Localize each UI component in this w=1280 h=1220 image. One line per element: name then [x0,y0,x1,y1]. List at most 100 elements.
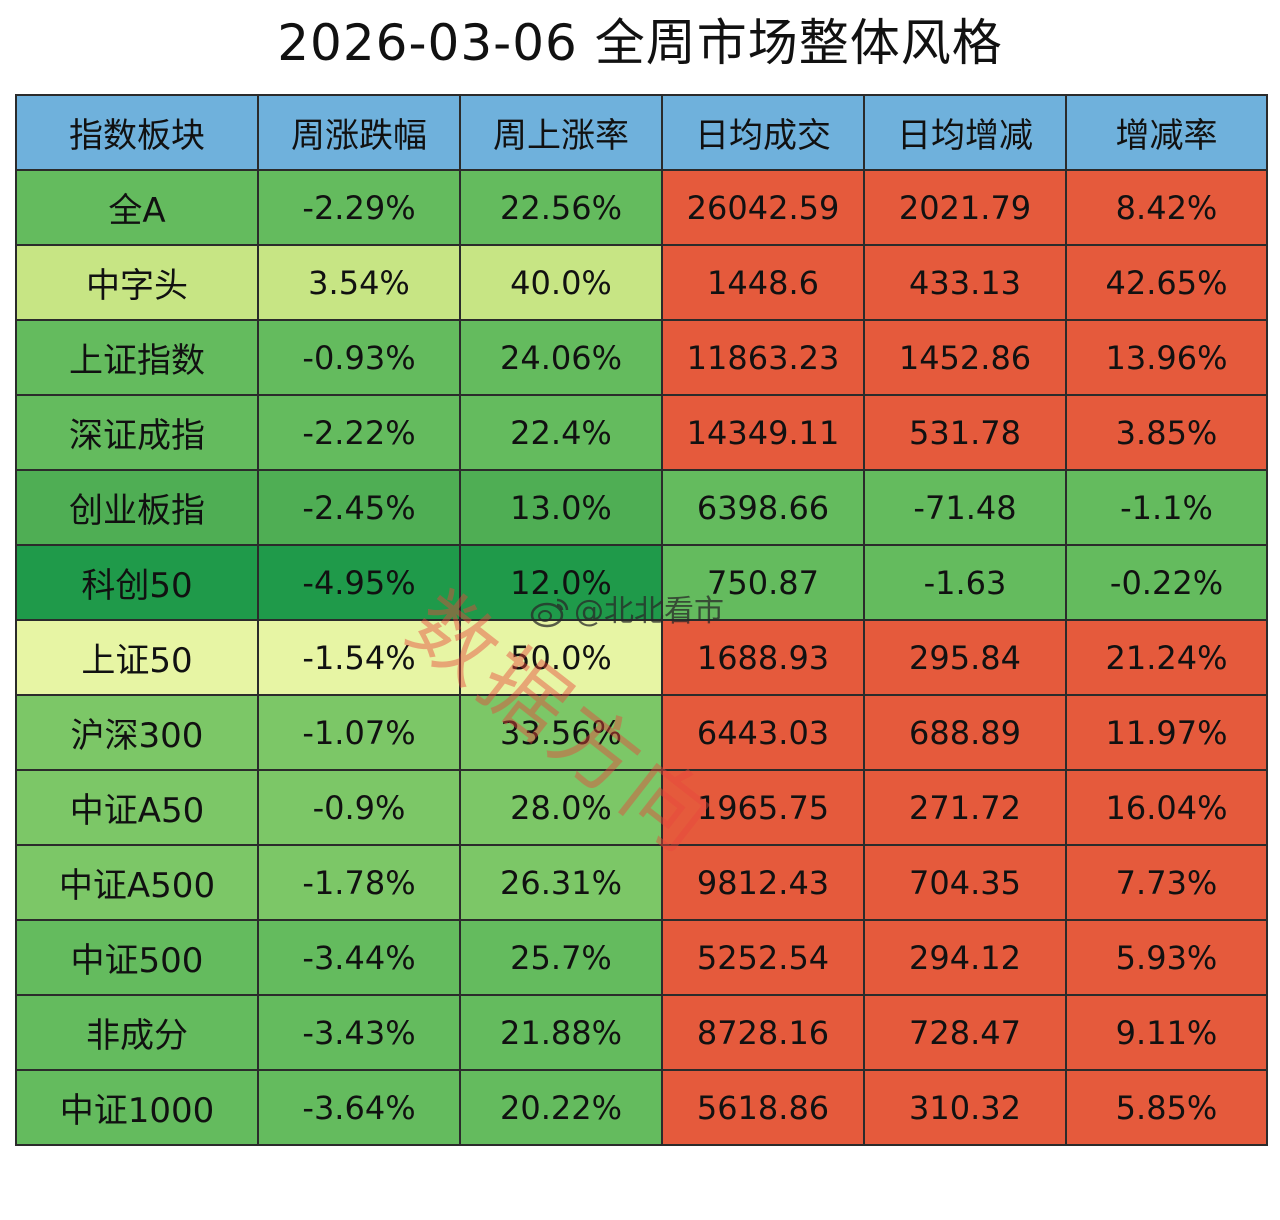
table-row: 科创50 -4.95% 12.0% 750.87 -1.63 -0.22% [15,544,1268,621]
table-row: 非成分 -3.43% 21.88% 8728.16 728.47 9.11% [15,994,1268,1071]
market-style-table: 指数板块 周涨跌幅 周上涨率 日均成交 日均增减 增减率 全A -2.29% 22.… [15,94,1268,1146]
cell-daily-avg-change: 2021.79 [863,169,1067,246]
cell-daily-avg-change: -71.48 [863,469,1067,546]
cell-weekly-rise-rate: 13.0% [459,469,663,546]
cell-weekly-rise-rate: 40.0% [459,244,663,321]
cell-change-rate: 7.73% [1065,844,1268,921]
cell-daily-avg-volume: 14349.11 [661,394,865,471]
cell-change-rate: 11.97% [1065,694,1268,771]
cell-daily-avg-change: 1452.86 [863,319,1067,396]
cell-weekly-change: -2.22% [257,394,461,471]
cell-index-sector: 中证500 [15,919,259,996]
cell-weekly-rise-rate: 25.7% [459,919,663,996]
cell-change-rate: 13.96% [1065,319,1268,396]
cell-index-sector: 沪深300 [15,694,259,771]
cell-daily-avg-volume: 1688.93 [661,619,865,696]
cell-weekly-rise-rate: 28.0% [459,769,663,846]
table-body: 全A -2.29% 22.56% 26042.59 2021.79 8.42% 中字头 3.5… [15,169,1268,1146]
cell-change-rate: -1.1% [1065,469,1268,546]
cell-weekly-change: -2.45% [257,469,461,546]
cell-daily-avg-volume: 5618.86 [661,1069,865,1146]
cell-index-sector: 上证指数 [15,319,259,396]
cell-index-sector: 科创50 [15,544,259,621]
cell-weekly-rise-rate: 22.56% [459,169,663,246]
cell-weekly-rise-rate: 26.31% [459,844,663,921]
cell-change-rate: 9.11% [1065,994,1268,1071]
market-style-table-wrap: 指数板块 周涨跌幅 周上涨率 日均成交 日均增减 增减率 全A -2.29% 22.… [15,94,1268,1153]
column-header-daily-avg-change: 日均增减 [863,94,1067,171]
cell-change-rate: -0.22% [1065,544,1268,621]
cell-index-sector: 非成分 [15,994,259,1071]
cell-weekly-change: 3.54% [257,244,461,321]
cell-daily-avg-change: 688.89 [863,694,1067,771]
table-row: 全A -2.29% 22.56% 26042.59 2021.79 8.42% [15,169,1268,246]
cell-index-sector: 全A [15,169,259,246]
table-header-row: 指数板块 周涨跌幅 周上涨率 日均成交 日均增减 增减率 [15,94,1268,171]
cell-daily-avg-change: -1.63 [863,544,1067,621]
cell-daily-avg-change: 294.12 [863,919,1067,996]
table-row: 中证A500 -1.78% 26.31% 9812.43 704.35 7.73% [15,844,1268,921]
cell-index-sector: 深证成指 [15,394,259,471]
cell-change-rate: 21.24% [1065,619,1268,696]
cell-weekly-change: -3.64% [257,1069,461,1146]
cell-daily-avg-change: 728.47 [863,994,1067,1071]
column-header-weekly-rise-rate: 周上涨率 [459,94,663,171]
cell-weekly-change: -2.29% [257,169,461,246]
cell-index-sector: 创业板指 [15,469,259,546]
cell-daily-avg-volume: 6443.03 [661,694,865,771]
cell-daily-avg-change: 295.84 [863,619,1067,696]
cell-daily-avg-volume: 750.87 [661,544,865,621]
cell-weekly-change: -0.9% [257,769,461,846]
cell-index-sector: 中字头 [15,244,259,321]
cell-weekly-change: -3.43% [257,994,461,1071]
cell-weekly-rise-rate: 20.22% [459,1069,663,1146]
table-row: 中证500 -3.44% 25.7% 5252.54 294.12 5.93% [15,919,1268,996]
cell-daily-avg-volume: 9812.43 [661,844,865,921]
cell-daily-avg-change: 310.32 [863,1069,1067,1146]
cell-change-rate: 5.85% [1065,1069,1268,1146]
column-header-index-sector: 指数板块 [15,94,259,171]
cell-weekly-rise-rate: 50.0% [459,619,663,696]
table-row: 中证A50 -0.9% 28.0% 1965.75 271.72 16.04% [15,769,1268,846]
table-row: 上证指数 -0.93% 24.06% 11863.23 1452.86 13.96% [15,319,1268,396]
cell-weekly-rise-rate: 24.06% [459,319,663,396]
cell-daily-avg-volume: 1965.75 [661,769,865,846]
cell-weekly-rise-rate: 33.56% [459,694,663,771]
table-row: 深证成指 -2.22% 22.4% 14349.11 531.78 3.85% [15,394,1268,471]
page-title: 2026-03-06 全周市场整体风格 [277,14,1003,72]
table-row: 中证1000 -3.64% 20.22% 5618.86 310.32 5.85% [15,1069,1268,1146]
table-row: 创业板指 -2.45% 13.0% 6398.66 -71.48 -1.1% [15,469,1268,546]
cell-change-rate: 3.85% [1065,394,1268,471]
cell-weekly-change: -3.44% [257,919,461,996]
cell-weekly-rise-rate: 22.4% [459,394,663,471]
cell-daily-avg-volume: 6398.66 [661,469,865,546]
cell-change-rate: 5.93% [1065,919,1268,996]
table-row: 沪深300 -1.07% 33.56% 6443.03 688.89 11.97% [15,694,1268,771]
column-header-daily-avg-volume: 日均成交 [661,94,865,171]
cell-weekly-change: -1.54% [257,619,461,696]
cell-daily-avg-change: 433.13 [863,244,1067,321]
table-row: 中字头 3.54% 40.0% 1448.6 433.13 42.65% [15,244,1268,321]
cell-daily-avg-volume: 8728.16 [661,994,865,1071]
cell-index-sector: 中证A500 [15,844,259,921]
cell-index-sector: 上证50 [15,619,259,696]
cell-weekly-rise-rate: 21.88% [459,994,663,1071]
column-header-weekly-change: 周涨跌幅 [257,94,461,171]
cell-daily-avg-volume: 5252.54 [661,919,865,996]
cell-weekly-change: -1.78% [257,844,461,921]
cell-daily-avg-change: 271.72 [863,769,1067,846]
cell-daily-avg-volume: 1448.6 [661,244,865,321]
cell-change-rate: 42.65% [1065,244,1268,321]
cell-daily-avg-volume: 11863.23 [661,319,865,396]
cell-daily-avg-volume: 26042.59 [661,169,865,246]
cell-index-sector: 中证A50 [15,769,259,846]
cell-daily-avg-change: 704.35 [863,844,1067,921]
cell-weekly-rise-rate: 12.0% [459,544,663,621]
cell-weekly-change: -1.07% [257,694,461,771]
cell-daily-avg-change: 531.78 [863,394,1067,471]
column-header-change-rate: 增减率 [1065,94,1268,171]
cell-weekly-change: -0.93% [257,319,461,396]
cell-weekly-change: -4.95% [257,544,461,621]
cell-change-rate: 16.04% [1065,769,1268,846]
cell-index-sector: 中证1000 [15,1069,259,1146]
